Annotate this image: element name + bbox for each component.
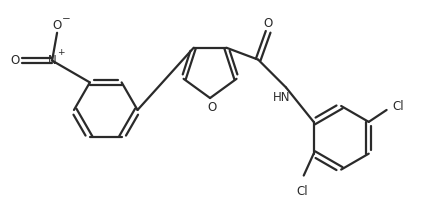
Text: Cl: Cl [296,185,307,198]
Text: N: N [48,54,57,67]
Text: O: O [208,101,217,114]
Text: −: − [62,14,71,24]
Text: O: O [53,19,62,32]
Text: Cl: Cl [392,101,404,113]
Text: O: O [11,54,20,67]
Text: +: + [57,48,64,57]
Text: HN: HN [273,91,291,104]
Text: O: O [264,17,273,30]
